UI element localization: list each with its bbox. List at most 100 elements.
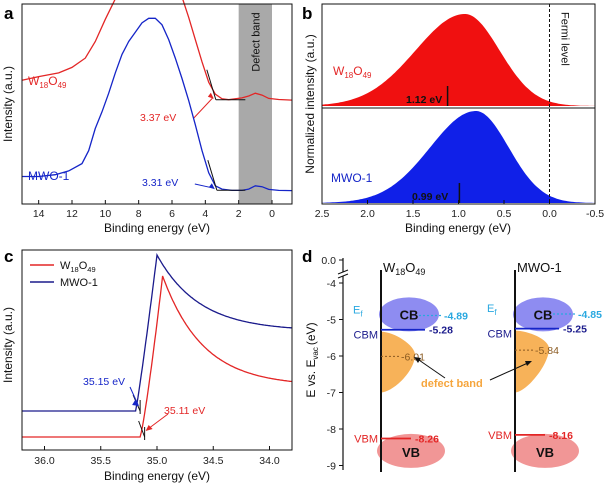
y-tick-label: -9 — [327, 461, 336, 473]
legend-label-w18o49-c: W18O49 — [60, 260, 96, 274]
ef-value: -4.85 — [578, 309, 602, 321]
panel-b: b Fermi level 2.5 2.0 1.5 1.0 0.5 0.0 -0.5 Bin… — [302, 3, 604, 235]
defect-arrow — [489, 361, 531, 381]
spectrum-mwo1-a — [22, 17, 293, 192]
x-tick-label: 36.0 — [34, 455, 55, 467]
vbm-value-w18o49: 1.12 eV — [406, 94, 442, 106]
panel-d-energy-axis: 0.0 -4 -5 -6 -7 -8 -9 — [321, 255, 349, 473]
panel-d-band-diagrams: W18O49CBVB-4.89Ef-5.28CBM-6.01-8.26VBMMW… — [353, 260, 602, 472]
y-tick-label: -6 — [327, 351, 336, 363]
edge-tangent — [206, 69, 217, 100]
x-tick-label: 34.5 — [203, 455, 224, 467]
y-tick-label: -4 — [327, 278, 336, 290]
panel-a-ylabel: Intensity (a.u.) — [1, 66, 15, 142]
panel-c-label: c — [4, 247, 13, 266]
annotation-arrow — [129, 386, 139, 406]
defect-band-region — [238, 4, 272, 204]
y-tick-label: -8 — [327, 424, 336, 436]
x-tick-label: 1.5 — [406, 208, 421, 220]
annotation-arrowhead — [145, 425, 153, 431]
x-tick-label: 10 — [99, 208, 111, 220]
panel-a-spectra — [21, 0, 293, 192]
spectrum-mwo1-c — [22, 252, 293, 412]
vbm-value: -8.16 — [549, 430, 573, 442]
defect-level-value: -5.84 — [535, 345, 559, 357]
edge-arrow — [193, 97, 214, 119]
defect-band-label: Defect band — [250, 12, 262, 71]
legend-label-mwo1-c: MWO-1 — [60, 277, 98, 289]
cb-ellipse-w18o49 — [379, 297, 439, 332]
ef-label-sub: f — [494, 308, 497, 317]
spectrum-fill-w18o49-b — [322, 14, 595, 106]
column-title-mwo1: MWO-1 — [517, 260, 562, 275]
panel-c-x-ticks: 36.0 35.5 35.0 34.5 34.0 — [34, 446, 280, 467]
defect-arrowhead — [525, 361, 532, 366]
cbm-label: CBM — [354, 330, 378, 342]
x-tick-label: 34.0 — [259, 455, 280, 467]
y-tick-label: 0.0 — [321, 255, 336, 267]
edge-arrowhead — [208, 183, 215, 190]
vbm-value-mwo1: 0.99 eV — [412, 191, 448, 203]
cb-label: CB — [534, 307, 553, 322]
x-tick-label: 2.5 — [315, 208, 330, 220]
edge-arrowhead — [207, 92, 214, 99]
annotation-35-11: 35.11 eV — [164, 405, 205, 417]
defect-arrowhead — [414, 357, 421, 363]
column-title-w18o49: W18O49 — [383, 260, 425, 277]
x-tick-label: 2 — [236, 208, 242, 220]
cb-ellipse-mwo1 — [513, 297, 573, 332]
defect-band-mwo1 — [515, 330, 550, 393]
x-tick-label: 12 — [66, 208, 78, 220]
ef-label: Ef — [487, 303, 497, 317]
title-part: O — [405, 260, 415, 275]
edge-tangent — [138, 420, 146, 438]
panel-b-spectra — [322, 14, 595, 203]
ef-label-main: E — [487, 303, 494, 315]
defect-arrow — [415, 357, 446, 379]
x-tick-label: 0 — [269, 208, 275, 220]
x-tick-label: 2.0 — [360, 208, 375, 220]
x-tick-label: 6 — [169, 208, 175, 220]
x-tick-label: 35.5 — [91, 455, 112, 467]
panel-a-label: a — [4, 4, 14, 23]
panel-a-frame — [21, 3, 293, 205]
title-part: 49 — [415, 267, 425, 277]
panel-c-ylabel: Intensity (a.u.) — [1, 307, 15, 383]
x-tick-label: 14 — [33, 208, 45, 220]
vbm-label: VBM — [488, 430, 512, 442]
defect-band-w18o49 — [381, 331, 416, 393]
legend-label-w18o49-b: W18O49 — [333, 64, 372, 80]
spectrum-fill-mwo1-b — [322, 111, 595, 203]
vbm-label: VBM — [354, 433, 378, 445]
legend-label-mwo1-a: MWO-1 — [28, 169, 70, 183]
ef-label: Ef — [353, 304, 363, 318]
panel-a-xlabel: Binding energy (eV) — [104, 221, 210, 235]
panel-d-label: d — [302, 247, 312, 266]
panel-c: c 36.0 35.5 35.0 34.5 34.0 Binding energy (e… — [1, 247, 293, 483]
x-tick-label: -0.5 — [586, 208, 604, 220]
title-part: W — [383, 260, 396, 275]
defect-band-label-d: defect band — [421, 378, 483, 390]
legend-label-mwo1-b: MWO-1 — [331, 171, 373, 185]
panel-b-xlabel: Binding energy (eV) — [405, 221, 511, 235]
ef-label-sub: f — [360, 309, 363, 318]
x-tick-label: 4 — [202, 208, 208, 220]
vb-label: VB — [536, 445, 554, 460]
cbm-value: -5.25 — [563, 324, 587, 336]
panel-c-xlabel: Binding energy (eV) — [104, 469, 210, 483]
fermi-level-label: Fermi level — [559, 12, 571, 66]
cb-label: CB — [400, 307, 419, 322]
cbm-label: CBM — [488, 329, 512, 341]
panel-c-spectra — [22, 252, 293, 440]
y-tick-label: -7 — [327, 388, 336, 400]
panel-b-label: b — [302, 4, 312, 23]
edge-tangent — [207, 160, 218, 191]
panel-a-x-ticks: 14 12 10 8 6 4 2 0 — [33, 200, 275, 220]
vbm-value: -8.26 — [415, 433, 439, 445]
y-tick-label: -5 — [327, 315, 336, 327]
vb-label: VB — [402, 445, 420, 460]
x-tick-label: 35.0 — [147, 455, 168, 467]
panel-a: a Defect band 14 12 10 8 6 4 2 0 Binding energy… — [1, 0, 293, 235]
ef-value: -4.89 — [444, 310, 468, 322]
